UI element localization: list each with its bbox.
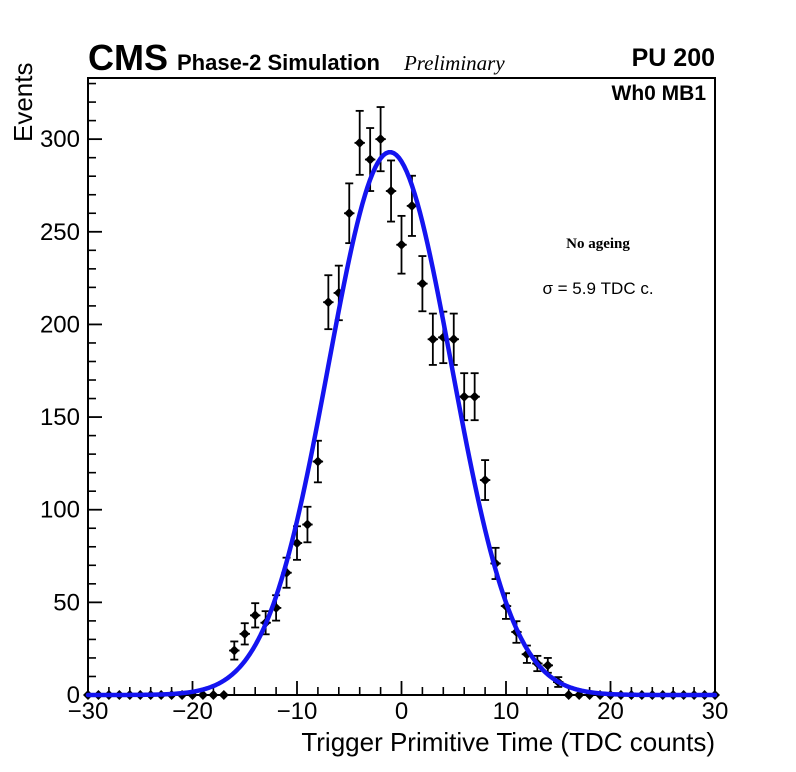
data-point-marker <box>250 610 261 621</box>
y-tick-label: 100 <box>40 497 80 524</box>
x-axis-title: Trigger Primitive Time (TDC counts) <box>301 727 715 757</box>
x-tick-label: 0 <box>395 698 408 725</box>
plot-header: CMS Phase-2 Simulation Preliminary <box>88 40 628 76</box>
y-tick-label: 300 <box>40 126 80 153</box>
annotation-box: No ageing σ = 5.9 TDC c. <box>496 236 700 299</box>
data-point-marker <box>406 200 417 211</box>
data-point-marker <box>396 239 407 250</box>
pileup-label: PU 200 <box>631 44 715 72</box>
y-tick-label: 0 <box>67 682 80 709</box>
data-point-marker <box>365 154 376 165</box>
plot-frame <box>87 77 716 696</box>
data-point-marker <box>229 645 240 656</box>
data-point-marker <box>208 690 219 700</box>
x-tick-label: −20 <box>172 698 213 725</box>
data-point-marker <box>563 690 574 700</box>
y-tick-label: 200 <box>40 311 80 338</box>
data-point-marker <box>542 660 553 671</box>
data-point-marker <box>459 391 470 402</box>
data-point-marker <box>448 334 459 345</box>
x-tick-label: 30 <box>702 698 729 725</box>
simulation-label: Phase-2 Simulation <box>177 50 380 75</box>
data-point-marker <box>469 391 480 402</box>
y-axis-title: Events <box>8 62 38 143</box>
data-point-marker <box>323 297 334 308</box>
x-tick-label: −30 <box>68 698 109 725</box>
data-point-marker <box>386 186 397 197</box>
annotation-sigma: σ = 5.9 TDC c. <box>542 279 654 298</box>
data-point-marker <box>354 137 365 148</box>
data-point-marker <box>302 519 313 530</box>
data-point-marker <box>417 278 428 289</box>
data-point-marker <box>218 690 229 700</box>
x-tick-label: −10 <box>277 698 318 725</box>
data-point-marker <box>480 475 491 486</box>
annotation-ageing: No ageing <box>566 236 630 252</box>
preliminary-label: Preliminary <box>403 51 505 75</box>
x-tick-label: 10 <box>493 698 520 725</box>
data-point-marker <box>375 134 386 145</box>
cms-logo-text: CMS <box>88 37 168 78</box>
wheel-station-label: Wh0 MB1 <box>611 82 707 105</box>
data-point-marker <box>312 456 323 467</box>
y-tick-label: 250 <box>40 219 80 246</box>
y-tick-label: 50 <box>53 589 80 616</box>
y-tick-label: 150 <box>40 404 80 431</box>
data-point-marker <box>427 334 438 345</box>
data-point-marker <box>239 628 250 639</box>
x-tick-label: 20 <box>597 698 624 725</box>
gaussian-fit-curve <box>85 149 718 698</box>
data-point-marker <box>344 208 355 219</box>
